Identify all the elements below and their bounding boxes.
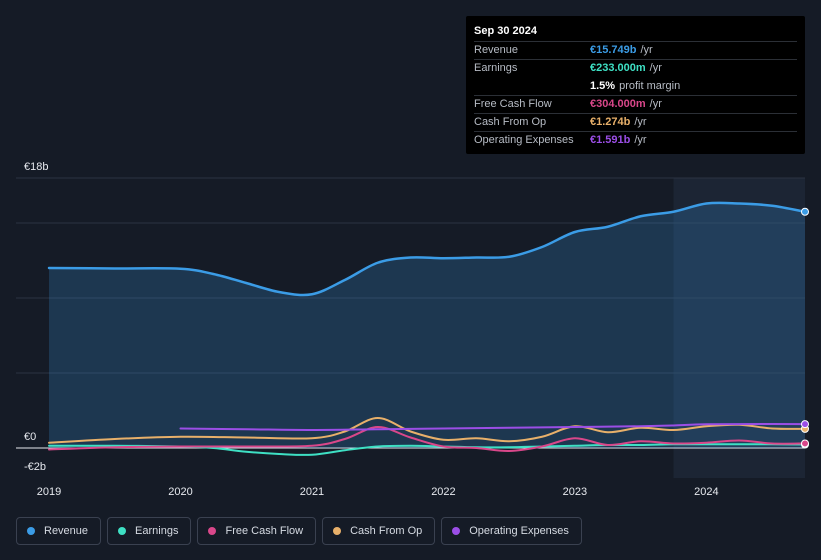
tooltip-row-value: 1.5% xyxy=(590,79,616,92)
tooltip-row-unit: /yr xyxy=(634,116,647,129)
tooltip-row-label: Operating Expenses xyxy=(474,134,574,147)
operating-expenses-end-marker xyxy=(801,420,809,429)
free-cash-flow-line xyxy=(48,425,806,453)
cash-from-op-line xyxy=(48,417,806,444)
x-tick-label-2021: 2021 xyxy=(300,486,324,498)
tooltip-row-label: Revenue xyxy=(474,44,519,56)
operating-expenses-line xyxy=(179,422,806,431)
legend-label: Revenue xyxy=(44,525,89,537)
legend-item-free-cash-flow[interactable]: Free Cash Flow xyxy=(197,517,317,545)
tooltip-row-unit: /yr xyxy=(634,134,647,147)
legend-item-operating-expenses[interactable]: Operating Expenses xyxy=(441,517,582,545)
x-tick-label-2020: 2020 xyxy=(168,486,192,498)
x-tick-label-2023: 2023 xyxy=(563,486,587,498)
y-tick-label-zero: €0 xyxy=(24,431,36,443)
tooltip-row: Revenue €15.749b/yr xyxy=(474,41,797,59)
tooltip-row: Operating Expenses €1.591b/yr xyxy=(474,131,797,149)
legend-dot-icon xyxy=(452,527,461,535)
tooltip-row-unit: profit margin xyxy=(619,79,681,92)
revenue-area xyxy=(49,202,805,448)
tooltip-row: Earnings €233.000m/yr xyxy=(474,59,797,77)
tooltip-row-value: €304.000m xyxy=(590,97,646,110)
legend-label: Cash From Op xyxy=(350,525,423,537)
legend-label: Operating Expenses xyxy=(469,525,569,537)
tooltip-row-unit: /yr xyxy=(640,44,653,56)
legend-dot-icon xyxy=(208,527,217,535)
legend-dot-icon xyxy=(27,527,35,535)
legend-label: Earnings xyxy=(135,525,179,537)
legend-item-cash-from-op[interactable]: Cash From Op xyxy=(322,517,436,545)
legend-item-revenue[interactable]: Revenue xyxy=(16,517,102,545)
tooltip-row-label: Earnings xyxy=(474,62,518,75)
tooltip-row-value: €233.000m xyxy=(590,62,646,75)
x-tick-label-2022: 2022 xyxy=(431,486,455,498)
tooltip-row: 1.5% profit margin xyxy=(474,78,797,95)
data-tooltip: Sep 30 2024 Revenue €15.749b/yr Earnings €2… xyxy=(466,16,805,154)
y-tick-label-top: €18b xyxy=(24,161,48,173)
legend-dot-icon xyxy=(118,527,127,535)
free-cash-flow-end-marker xyxy=(801,439,809,448)
x-tick-label-2019: 2019 xyxy=(37,486,61,498)
legend-label: Free Cash Flow xyxy=(225,525,304,537)
tooltip-row-value: €15.749b xyxy=(590,44,637,56)
tooltip-row: Cash From Op €1.274b/yr xyxy=(474,113,797,131)
tooltip-row-unit: /yr xyxy=(649,62,662,75)
legend-dot-icon xyxy=(333,527,342,535)
revenue-end-marker xyxy=(801,207,809,216)
tooltip-row-label: Free Cash Flow xyxy=(474,97,552,110)
legend: Revenue Earnings Free Cash Flow Cash From O… xyxy=(16,517,582,545)
tooltip-row-label xyxy=(474,78,590,95)
revenue-line xyxy=(47,201,807,297)
tooltip-row-value: €1.274b xyxy=(590,116,631,129)
tooltip-row: Free Cash Flow €304.000m/yr xyxy=(474,94,797,113)
legend-item-earnings[interactable]: Earnings xyxy=(107,517,192,545)
x-tick-label-2024: 2024 xyxy=(694,486,718,498)
tooltip-date: Sep 30 2024 xyxy=(474,25,537,37)
chart: €18b €0 -€2b 2019 2020 2021 2022 2023 2024 xyxy=(16,161,809,498)
tooltip-row-label: Cash From Op xyxy=(474,116,547,129)
tooltip-row-value: €1.591b xyxy=(590,134,631,147)
y-tick-label-bottom: -€2b xyxy=(24,461,46,473)
tooltip-row-unit: /yr xyxy=(649,97,662,110)
